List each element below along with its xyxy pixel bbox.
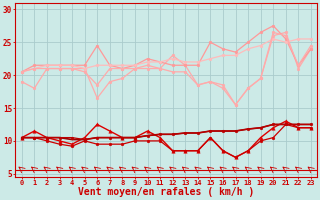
- X-axis label: Vent moyen/en rafales ( km/h ): Vent moyen/en rafales ( km/h ): [78, 187, 254, 197]
